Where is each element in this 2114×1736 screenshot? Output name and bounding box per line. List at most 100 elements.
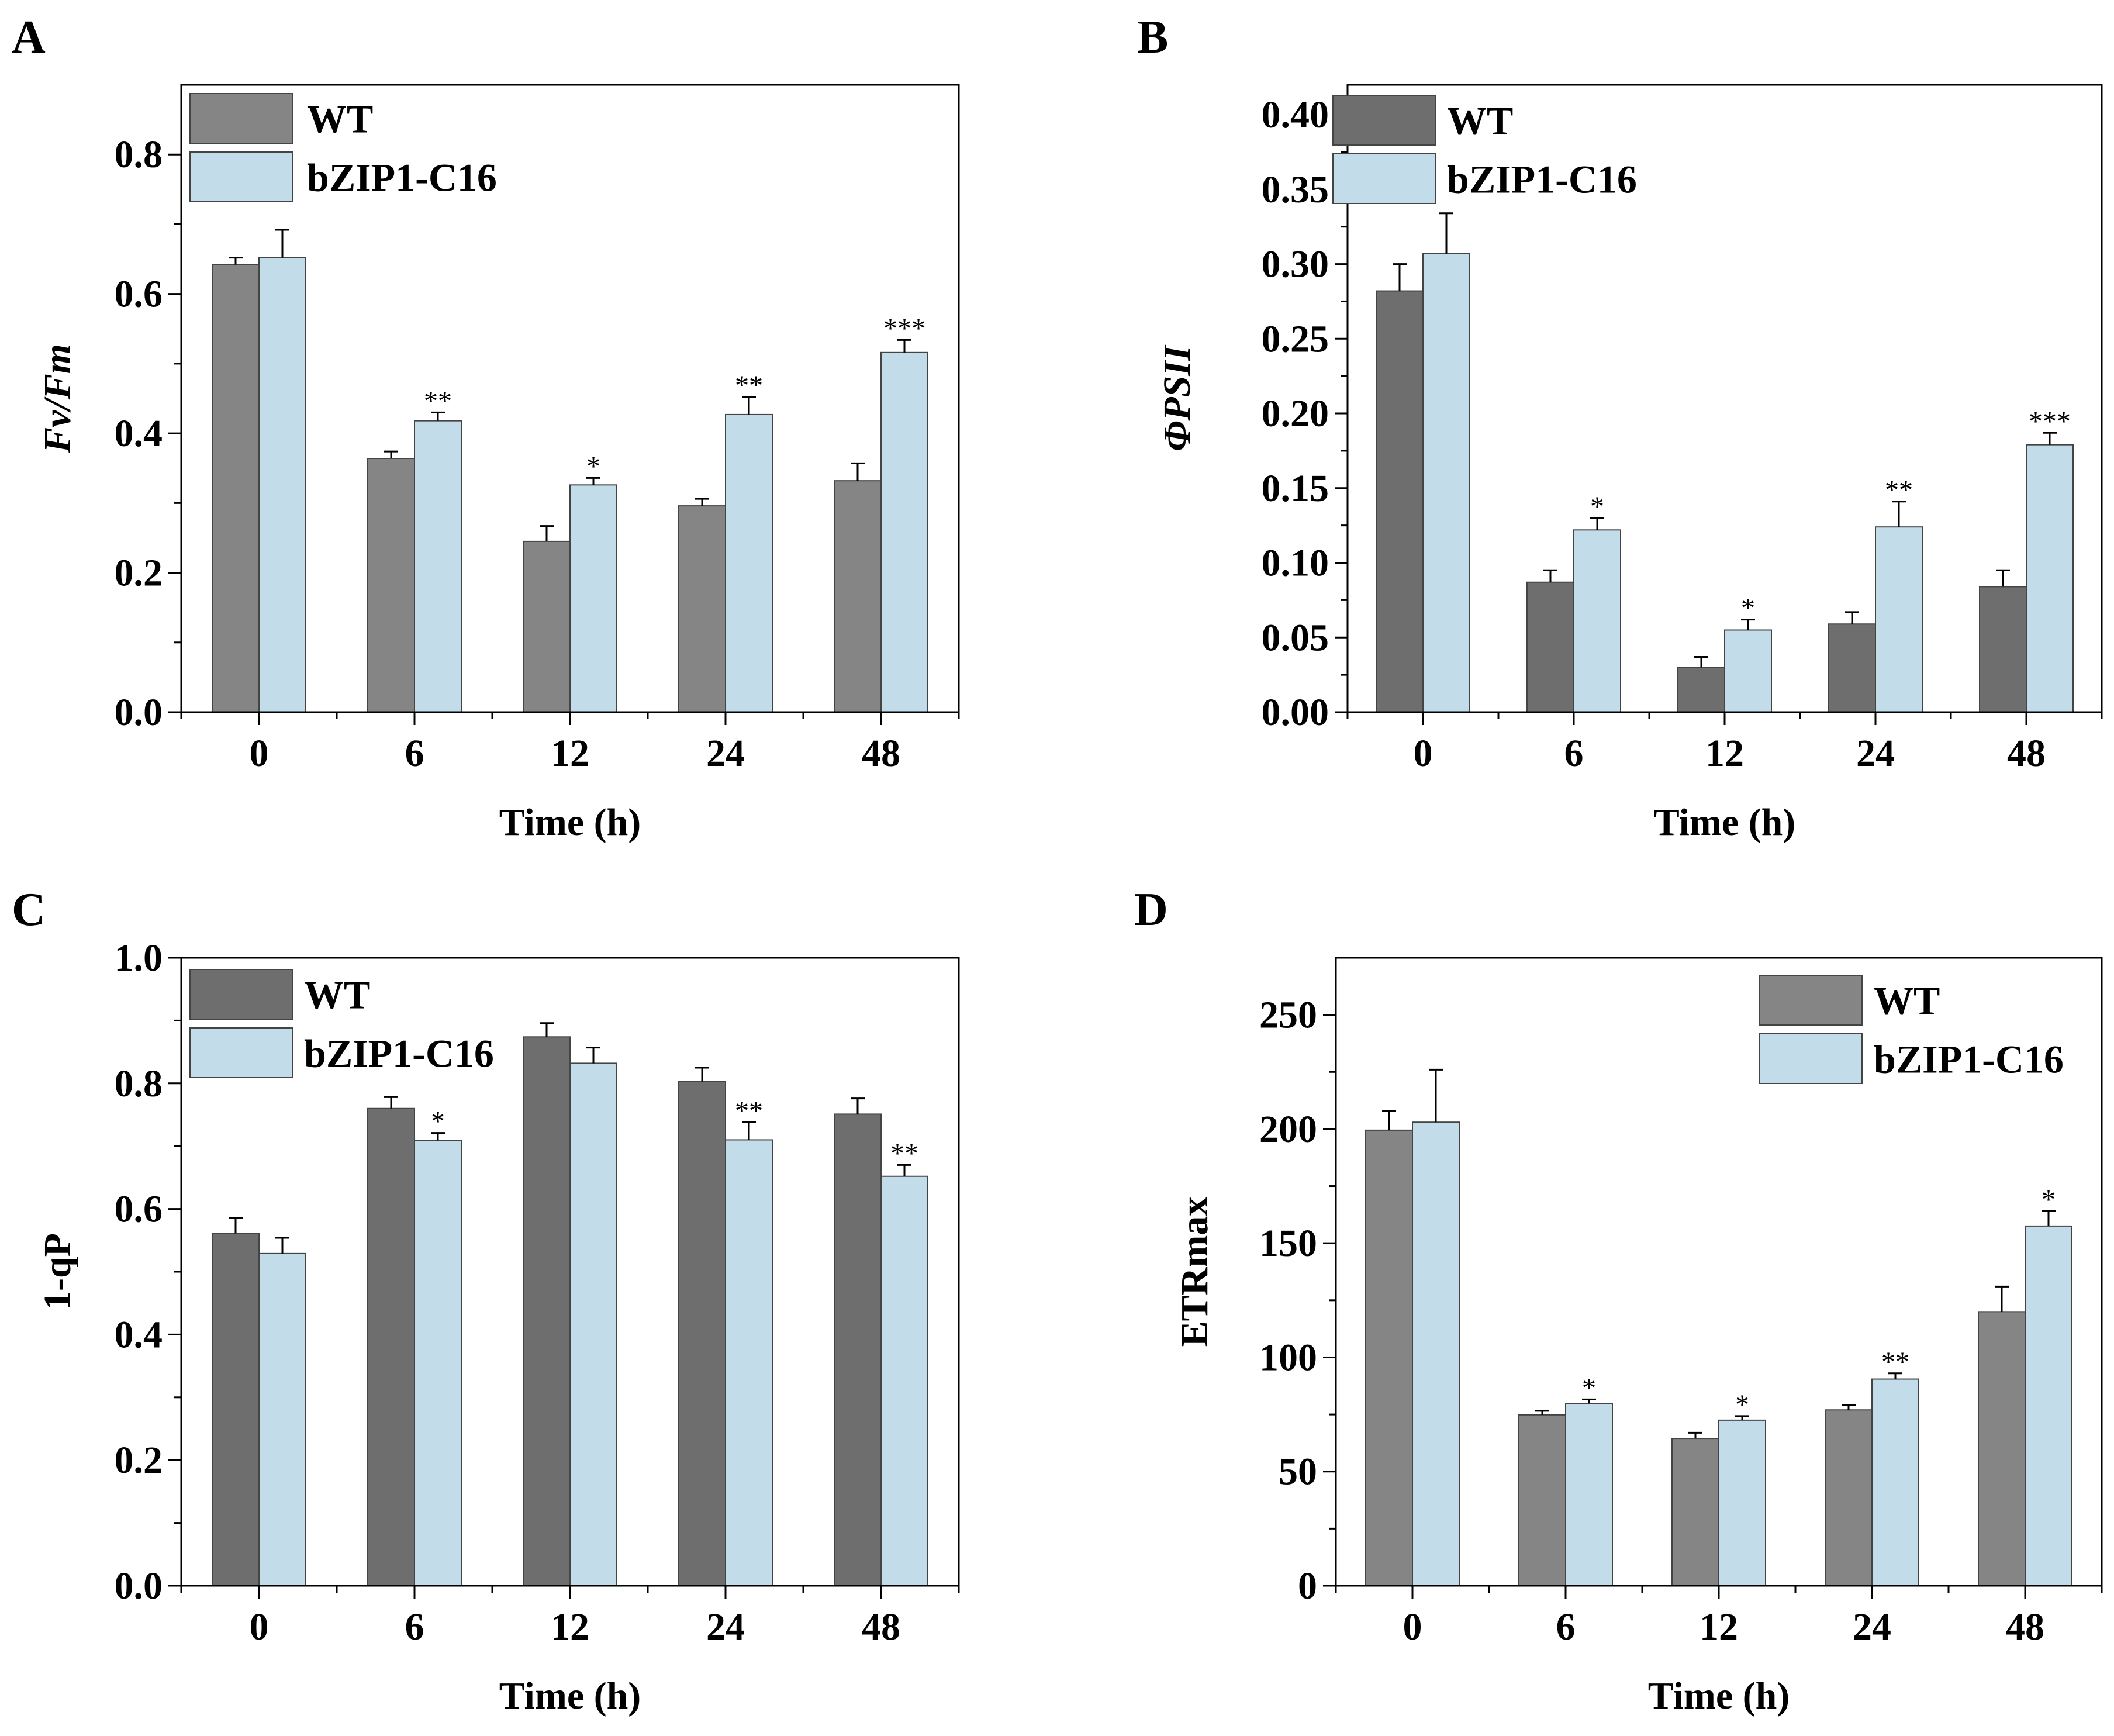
y-tick-label: 0.40 bbox=[1262, 94, 1329, 136]
significance-mark: ** bbox=[424, 385, 452, 416]
y-tick-label: 0.8 bbox=[115, 133, 163, 176]
legend-swatch bbox=[1332, 153, 1436, 204]
x-axis-label: Time (h) bbox=[499, 1675, 641, 1717]
bar-bzip1-c16 bbox=[1875, 526, 1923, 713]
bar-bzip1-c16 bbox=[880, 351, 928, 713]
significance-mark: ** bbox=[890, 1138, 918, 1169]
plot-frame bbox=[1346, 84, 2103, 713]
plot-frame bbox=[1335, 957, 2103, 1587]
panel-letter: C bbox=[12, 884, 46, 936]
bar-bzip1-c16 bbox=[258, 1252, 306, 1586]
x-tick-label: 12 bbox=[1700, 1606, 1738, 1648]
significance-mark: * bbox=[1735, 1389, 1749, 1420]
x-tick-label: 48 bbox=[862, 1606, 900, 1648]
significance-mark: *** bbox=[2029, 406, 2071, 437]
x-tick-label: 24 bbox=[1856, 732, 1895, 775]
x-tick-label: 6 bbox=[405, 732, 424, 775]
panel-letter: B bbox=[1137, 12, 1168, 63]
x-tick-label: 12 bbox=[1705, 732, 1744, 775]
legend-swatch bbox=[189, 93, 293, 144]
y-tick-label: 0.4 bbox=[115, 1313, 163, 1356]
bar-wt bbox=[212, 264, 260, 713]
x-tick-label: 24 bbox=[1853, 1606, 1891, 1648]
significance-mark: ** bbox=[1881, 1347, 1909, 1378]
legend-label: WT bbox=[304, 973, 370, 1017]
x-tick-label: 0 bbox=[250, 732, 269, 775]
significance-mark: * bbox=[586, 451, 600, 482]
legend-swatch bbox=[189, 151, 293, 202]
bar-wt bbox=[1365, 1129, 1413, 1586]
y-tick-label: 100 bbox=[1259, 1336, 1317, 1379]
legend-label: bZIP1-C16 bbox=[304, 1031, 494, 1076]
significance-mark: *** bbox=[883, 313, 925, 344]
y-tick-label: 0.10 bbox=[1262, 542, 1329, 585]
y-tick-label: 0.00 bbox=[1262, 691, 1329, 734]
y-tick-label: 0.15 bbox=[1262, 467, 1329, 510]
x-tick-label: 6 bbox=[405, 1606, 424, 1648]
bar-bzip1-c16 bbox=[1412, 1121, 1460, 1586]
y-tick-label: 0.30 bbox=[1262, 243, 1329, 286]
y-tick-label: 0.6 bbox=[115, 1188, 163, 1231]
y-tick-label: 0.0 bbox=[115, 1565, 163, 1607]
bar-wt bbox=[1825, 1409, 1873, 1587]
legend-label: WT bbox=[307, 97, 373, 141]
bar-wt bbox=[1518, 1414, 1566, 1587]
legend-label: bZIP1-C16 bbox=[307, 156, 497, 200]
legend-swatch bbox=[1332, 95, 1436, 146]
bar-wt bbox=[678, 1081, 726, 1586]
bar-wt bbox=[1979, 586, 2027, 713]
y-tick-label: 250 bbox=[1259, 994, 1317, 1037]
y-tick-label: 0.0 bbox=[115, 691, 163, 734]
bar-wt bbox=[1526, 581, 1574, 713]
chart-panel-b: B 0 * 6 * 12 ** 24 *** 48 0.00 0.05 0.10 0.15 0.20 0.25… bbox=[1137, 12, 2103, 844]
y-tick-label: 150 bbox=[1259, 1222, 1317, 1265]
significance-mark: * bbox=[2042, 1185, 2056, 1216]
y-tick-label: 200 bbox=[1259, 1108, 1317, 1151]
bar-bzip1-c16 bbox=[1871, 1378, 1919, 1587]
legend-label: bZIP1-C16 bbox=[1874, 1037, 2064, 1082]
y-tick-label: 0.8 bbox=[115, 1062, 163, 1105]
bar-bzip1-c16 bbox=[2026, 444, 2074, 713]
bar-bzip1-c16 bbox=[414, 1140, 462, 1587]
bar-bzip1-c16 bbox=[725, 413, 773, 713]
x-tick-label: 48 bbox=[2007, 732, 2046, 775]
bar-wt bbox=[212, 1233, 260, 1587]
bar-wt bbox=[523, 1036, 571, 1586]
x-axis-label: Time (h) bbox=[1654, 801, 1796, 844]
y-axis-label: Fv/Fm bbox=[36, 344, 79, 454]
x-tick-label: 48 bbox=[2006, 1606, 2044, 1648]
y-tick-label: 50 bbox=[1279, 1451, 1317, 1493]
bar-bzip1-c16 bbox=[1573, 529, 1621, 713]
significance-mark: * bbox=[1741, 593, 1755, 624]
bar-wt bbox=[367, 1107, 415, 1586]
chart-panel-a: A 0 ** 6 * 12 ** 24 *** 48 0.0 0.2 0.4 0.6 0.8 Time (h)… bbox=[12, 12, 960, 844]
significance-mark: ** bbox=[735, 1095, 763, 1126]
y-tick-label: 0.6 bbox=[115, 273, 163, 316]
bar-bzip1-c16 bbox=[2025, 1225, 2072, 1586]
x-axis-label: Time (h) bbox=[499, 801, 641, 844]
y-axis-label: 1-qP bbox=[36, 1233, 79, 1310]
y-axis-label: ΦPSII bbox=[1156, 344, 1198, 451]
panel-letter: D bbox=[1134, 884, 1168, 936]
y-tick-label: 0.2 bbox=[115, 1439, 163, 1482]
panel-letter: A bbox=[12, 12, 46, 63]
y-tick-label: 0.4 bbox=[115, 412, 163, 455]
chart-panel-c: C 0 * 6 12 ** 24 ** 48 0.0 0.2 0.4 0.6 0.8 1.0 Time (h)… bbox=[12, 884, 960, 1717]
x-tick-label: 0 bbox=[1414, 732, 1433, 775]
significance-mark: * bbox=[1590, 491, 1604, 522]
bar-bzip1-c16 bbox=[1724, 629, 1772, 713]
x-tick-label: 12 bbox=[551, 1606, 589, 1648]
bar-wt bbox=[678, 505, 726, 713]
x-tick-label: 6 bbox=[1556, 1606, 1576, 1648]
bar-wt bbox=[834, 480, 882, 713]
y-tick-label: 0.35 bbox=[1262, 168, 1329, 211]
x-tick-label: 6 bbox=[1564, 732, 1584, 775]
bar-wt bbox=[367, 458, 415, 713]
x-axis-label: Time (h) bbox=[1648, 1675, 1790, 1717]
bar-bzip1-c16 bbox=[1718, 1419, 1766, 1586]
significance-mark: * bbox=[431, 1106, 445, 1137]
x-tick-label: 12 bbox=[551, 732, 589, 775]
legend-label: bZIP1-C16 bbox=[1447, 157, 1637, 202]
x-tick-label: 24 bbox=[706, 732, 745, 775]
bar-bzip1-c16 bbox=[725, 1139, 773, 1586]
